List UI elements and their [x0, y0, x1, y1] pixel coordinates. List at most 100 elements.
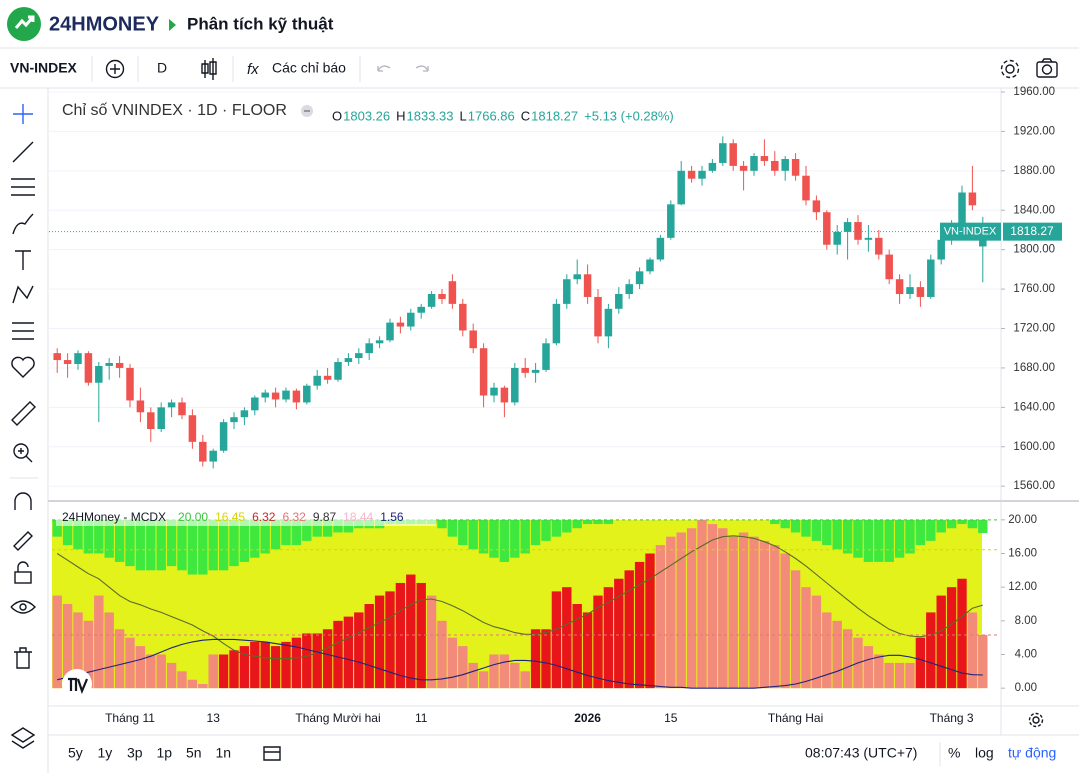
zoom-tool[interactable]: [13, 443, 33, 463]
banker-bar: [406, 574, 416, 689]
magnet-tool[interactable]: [14, 492, 32, 510]
lock-draw-tool[interactable]: [13, 531, 33, 551]
retail-bar: [343, 519, 354, 533]
retail-bar: [905, 519, 915, 554]
candle-body: [167, 402, 176, 408]
chart-settings-button[interactable]: [1028, 712, 1044, 728]
candle-body: [583, 274, 592, 297]
retail-bar: [312, 519, 322, 537]
banker-bar: [260, 641, 270, 689]
log-toggle[interactable]: log: [975, 745, 994, 761]
y-tick-label: 8.00: [1015, 615, 1037, 627]
x-tick-label: 2026: [574, 711, 601, 725]
banker-bar: [624, 570, 634, 689]
banker-bar: [738, 532, 749, 689]
indicator-value: 9.87: [313, 510, 337, 524]
brush-tool[interactable]: [12, 213, 34, 235]
banker-bar: [135, 646, 146, 689]
candle-body: [563, 279, 571, 304]
candle-body: [698, 170, 706, 179]
banker-bar: [801, 587, 811, 689]
candle-body: [968, 192, 977, 206]
y-tick-label: 1880.00: [1013, 165, 1055, 177]
retail-bar: [978, 519, 988, 533]
banker-bar: [655, 545, 666, 689]
indicators-button[interactable]: Các chỉ báo: [272, 60, 346, 76]
range-button[interactable]: 1n: [216, 745, 232, 761]
y-tick-label: 12.00: [1008, 581, 1037, 593]
candle-body: [282, 390, 290, 400]
range-button[interactable]: 5n: [186, 745, 202, 761]
banker-bar: [520, 671, 530, 689]
candle-body: [188, 415, 197, 442]
screenshot-button[interactable]: [1036, 58, 1058, 78]
retail-bar: [572, 519, 582, 529]
banker-bar: [718, 528, 728, 689]
retail-bar: [926, 519, 936, 541]
banker-bar: [842, 629, 853, 689]
banker-bar: [666, 536, 676, 689]
banker-bar: [364, 604, 374, 689]
range-button[interactable]: 3p: [127, 745, 143, 761]
chart-style-button[interactable]: [201, 58, 217, 80]
percent-toggle[interactable]: %: [948, 745, 960, 761]
candle-body: [833, 231, 841, 245]
ruler-tool[interactable]: [11, 401, 36, 426]
retail-bar: [281, 519, 291, 546]
brand: 24HMONEY: [49, 13, 160, 35]
banker-bar: [562, 587, 572, 689]
banker-bar: [510, 662, 520, 689]
retail-bar: [83, 519, 94, 554]
banker-bar: [822, 612, 832, 689]
candle-body: [313, 375, 321, 386]
banker-bar: [780, 553, 790, 689]
settings-button[interactable]: [1000, 59, 1020, 79]
retail-bar: [967, 519, 978, 529]
auto-toggle[interactable]: tự động: [1008, 745, 1056, 761]
candle-body: [303, 385, 311, 403]
line-tool[interactable]: [12, 141, 34, 163]
candle-body: [396, 322, 405, 327]
tv-badge[interactable]: [62, 669, 92, 699]
interval[interactable]: D: [157, 60, 167, 76]
crosshair-tool[interactable]: [13, 104, 33, 124]
visibility-tool[interactable]: [10, 600, 36, 614]
range-button[interactable]: 1y: [98, 745, 113, 761]
candle-body: [531, 369, 540, 373]
banker-bar: [114, 629, 125, 689]
pattern-tool[interactable]: [12, 285, 34, 304]
candle-body: [625, 284, 633, 295]
retail-bar: [510, 519, 520, 558]
shapes-tool[interactable]: [11, 356, 35, 378]
prediction-tool[interactable]: [12, 322, 34, 340]
drawing-tools: [10, 104, 38, 749]
undo-button[interactable]: [377, 65, 391, 72]
delete-tool[interactable]: [14, 647, 32, 669]
banker-bar: [374, 595, 385, 689]
banker-bar: [125, 637, 135, 689]
symbol[interactable]: VN-INDEX: [10, 60, 78, 76]
range-button[interactable]: 5y: [68, 745, 83, 761]
range-button[interactable]: 1p: [157, 745, 173, 761]
banker-bar: [894, 662, 905, 689]
retail-bar: [260, 519, 270, 554]
banker-bar: [790, 570, 801, 689]
text-tool[interactable]: [15, 250, 31, 270]
compare-button[interactable]: [105, 59, 125, 79]
indicator-value: 16.45: [215, 510, 245, 524]
banker-bar: [499, 654, 510, 689]
retail-bar: [603, 519, 614, 525]
retail-bar: [114, 519, 125, 562]
candle-body: [178, 402, 186, 416]
fx-icon[interactable]: fx: [247, 61, 259, 78]
redo-button[interactable]: [415, 65, 429, 72]
lock-tool[interactable]: [14, 561, 32, 584]
retail-bar: [832, 519, 842, 550]
candle-body: [854, 222, 862, 240]
logo[interactable]: [7, 7, 41, 41]
fib-tool[interactable]: [11, 178, 35, 196]
date-range-button[interactable]: [263, 746, 281, 761]
candle-body: [479, 348, 488, 396]
object-tree-button[interactable]: [10, 727, 36, 749]
